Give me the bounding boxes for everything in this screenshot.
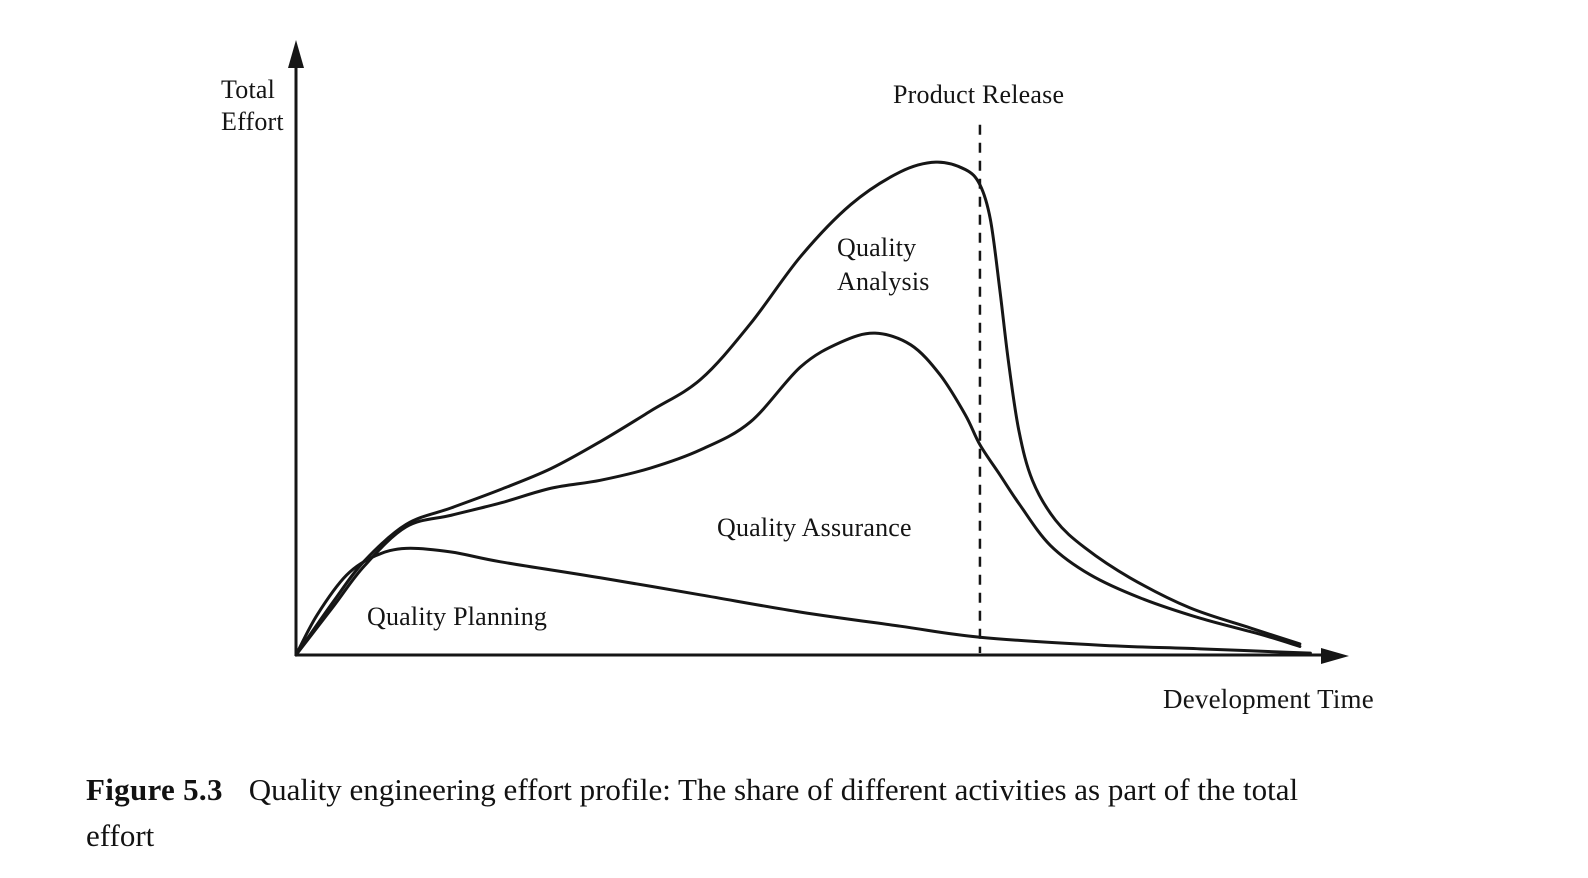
figure-caption: Figure 5.3 Quality engineering effort pro… [86,767,1566,859]
y-axis-arrowhead [288,40,304,68]
caption-text-line2: effort [86,818,155,853]
quality-analysis-region-label: Quality Analysis [837,233,930,296]
caption-text-line1: Quality engineering effort profile: The … [248,772,1299,807]
x-axis-label: Development Time [1163,684,1374,714]
quality-assurance-curve [294,331,1302,657]
chart-canvas [288,40,1349,664]
figure-number: Figure 5.3 [86,772,223,807]
y-axis-label: Total Effort [221,75,284,136]
quality-planning-region-label: Quality Planning [367,602,548,631]
quality-planning-curve [294,546,1312,657]
total-effort-curve [294,160,1302,657]
product-release-label: Product Release [893,80,1065,109]
x-axis-arrowhead [1321,648,1349,664]
quality-assurance-region-label: Quality Assurance [717,513,912,542]
